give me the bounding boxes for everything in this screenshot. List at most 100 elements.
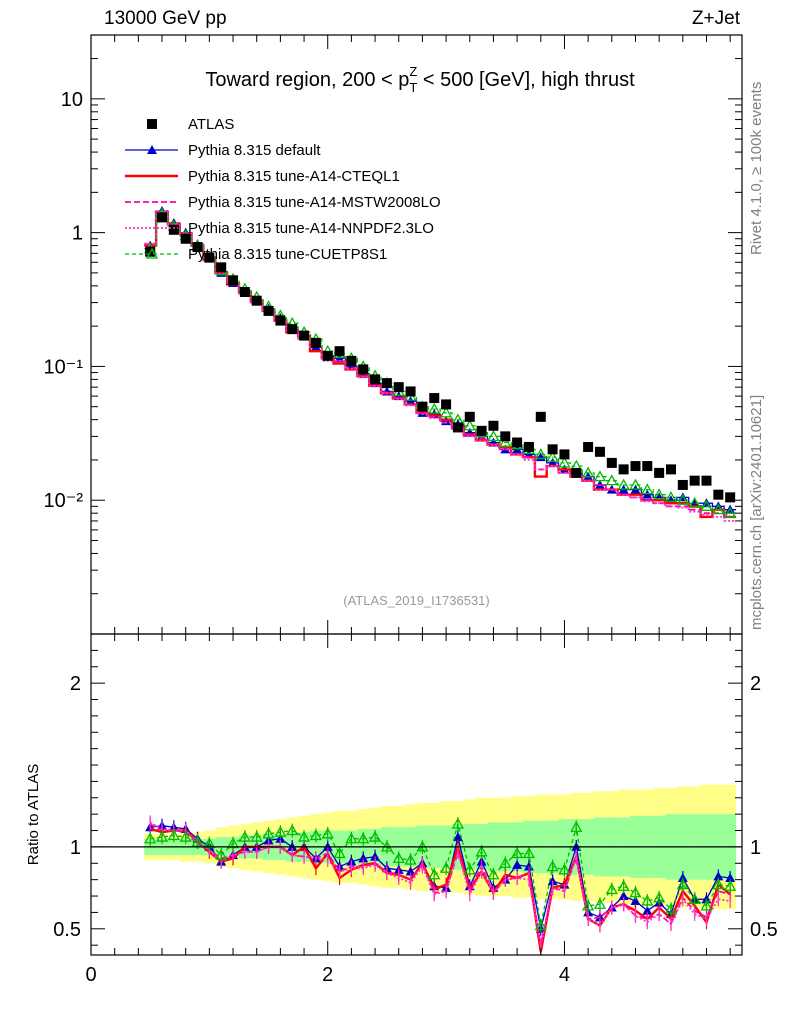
ratio-y-tick-label-right: 0.5 [750, 919, 778, 941]
ratio-marker [155, 830, 169, 842]
legend-label: Pythia 8.315 tune-A14-CTEQL1 [188, 168, 400, 185]
series-line [144, 213, 737, 514]
data-point [476, 425, 487, 436]
series-marker [583, 471, 594, 481]
series-marker [534, 448, 547, 460]
ratio-marker [203, 837, 216, 849]
series-marker [547, 457, 558, 467]
series-marker [439, 406, 453, 418]
series-marker [653, 488, 666, 500]
ratio-line [149, 821, 731, 946]
data-point [441, 399, 452, 410]
ratio-marker [321, 827, 334, 839]
data-point [346, 355, 357, 366]
ratio-marker [368, 830, 382, 842]
ratio-marker [345, 832, 358, 844]
ratio-marker [511, 847, 524, 859]
data-point [429, 393, 440, 404]
legend-label: Pythia 8.315 default [188, 142, 321, 159]
series-marker [593, 470, 607, 482]
data-point [535, 411, 546, 422]
data-point [464, 411, 475, 422]
series-marker [724, 506, 737, 518]
ratio-marker [700, 899, 713, 911]
ratio-marker [582, 899, 595, 911]
ratio-marker [215, 848, 228, 860]
ratio-marker [676, 878, 689, 890]
data-point [618, 464, 629, 475]
ratio-marker [653, 891, 666, 903]
data-point [192, 242, 203, 253]
ratio-marker [546, 860, 559, 872]
data-point [701, 475, 712, 486]
ratio-marker [570, 820, 583, 832]
data-point [417, 401, 428, 412]
ratio-marker [641, 894, 654, 906]
series-marker [629, 478, 642, 490]
series-marker [712, 503, 725, 515]
series-marker [689, 498, 700, 508]
data-point [571, 467, 582, 478]
ratio-marker [238, 830, 251, 842]
ratio-marker [512, 859, 523, 869]
series-marker [664, 491, 678, 503]
series-line [144, 210, 737, 522]
series-marker [641, 483, 654, 495]
data-point [381, 378, 392, 389]
main-panel: (ATLAS_2019_I1736531) 10⁻² 10⁻¹ 1 10 Toward r… [44, 34, 743, 635]
ratio-y-tick-label: 1 [70, 837, 81, 859]
data-point [713, 489, 724, 500]
data-point [263, 305, 274, 316]
ratio-marker [191, 835, 204, 847]
x-tick-label: 4 [559, 964, 570, 986]
series-marker [558, 456, 571, 468]
legend: ATLAS Pythia 8.315 default Pythia 8.315 tu… [125, 116, 441, 263]
data-point [583, 441, 594, 452]
ratio-marker [333, 847, 346, 859]
data-point [168, 224, 179, 235]
series-marker [428, 402, 441, 414]
data-point [452, 422, 463, 433]
legend-label: Pythia 8.315 tune-A14-NNPDF2.3LO [188, 220, 434, 237]
legend-label: ATLAS [188, 116, 234, 133]
ratio-marker [688, 892, 701, 904]
ratio-marker [593, 897, 607, 909]
series-marker [546, 450, 559, 462]
ratio-marker [274, 825, 287, 837]
ratio-marker [404, 853, 417, 865]
data-point [523, 441, 534, 452]
ratio-marker [144, 832, 157, 844]
ratio-frame [90, 633, 743, 956]
data-point [488, 420, 499, 431]
x-tick-label: 0 [85, 964, 96, 986]
data-point [642, 461, 653, 472]
data-point [677, 479, 688, 490]
ratio-marker [618, 891, 629, 901]
data-point [287, 324, 298, 335]
data-point [654, 467, 665, 478]
ratio-marker [179, 830, 192, 842]
ratio-y-axis-label: Ratio to ATLAS [25, 764, 42, 865]
chart-title: Toward region, 200 < pZ T < 500 [GeV], hi… [205, 64, 635, 95]
ratio-marker [370, 851, 381, 861]
series-marker [605, 474, 618, 486]
data-point [310, 337, 321, 348]
series-marker [582, 466, 595, 478]
ratio-marker [547, 876, 558, 886]
ratio-marker [286, 824, 299, 836]
ratio-marker [712, 878, 725, 890]
ratio-y-tick-label: 0.5 [53, 919, 81, 941]
ratio-marker [487, 868, 500, 880]
ratio-marker [677, 873, 688, 883]
data-point [512, 437, 523, 448]
x-tick-label: 2 [322, 964, 333, 986]
data-point [239, 286, 250, 297]
ratio-marker [392, 852, 405, 864]
y-tick-label: 10 [61, 89, 83, 111]
series-marker [700, 499, 713, 511]
ratio-marker [309, 829, 322, 841]
data-point [228, 275, 239, 286]
y-tick-label: 10⁻¹ [44, 356, 84, 378]
ratio-marker [262, 827, 275, 839]
atlas-data [145, 212, 736, 503]
